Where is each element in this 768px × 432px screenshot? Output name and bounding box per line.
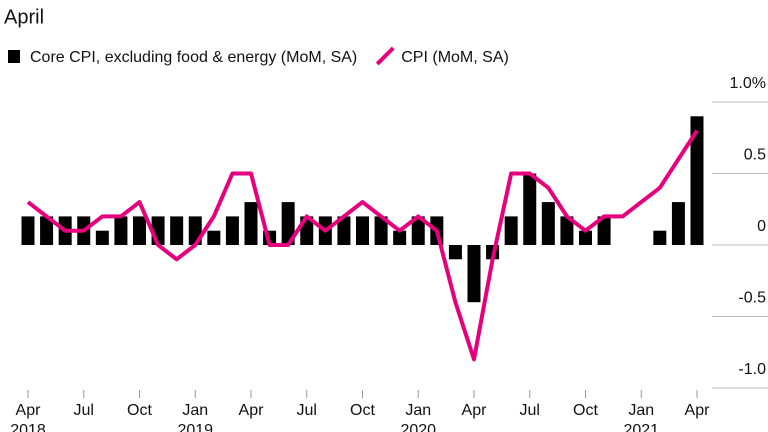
bar: [207, 230, 221, 245]
bar: [597, 216, 611, 245]
x-tick-label: Jul: [297, 402, 317, 419]
bar: [337, 216, 351, 245]
legend-label: CPI (MoM, SA): [401, 49, 509, 66]
bar: [671, 202, 685, 245]
bar: [541, 202, 555, 245]
bar: [411, 216, 425, 245]
bar: [244, 202, 258, 245]
legend-label: Core CPI, excluding food & energy (MoM, …: [30, 49, 357, 66]
bar: [133, 216, 146, 245]
x-tick-label: Jan: [182, 402, 208, 419]
line: [26, 129, 699, 362]
bar: [560, 216, 574, 245]
bar: [523, 173, 537, 245]
bar: [356, 216, 369, 245]
bar: [448, 245, 462, 260]
chart-title: April: [4, 6, 44, 28]
bar: [40, 216, 54, 245]
x-tick-label: Apr: [16, 402, 42, 419]
bar: [504, 216, 518, 245]
x-year-label: 2021: [623, 422, 659, 432]
x-tick-label: Jul: [74, 402, 94, 419]
x-tick-label: Oct: [350, 402, 375, 419]
x-tick-label: Apr: [462, 402, 488, 419]
legend-swatch: [8, 50, 20, 63]
bar: [690, 116, 704, 245]
y-tick-label: -0.5: [738, 290, 766, 307]
x-tick-label: Oct: [127, 402, 152, 419]
x-year-label: 2018: [10, 422, 46, 432]
y-tick-label: -1.0: [738, 361, 766, 378]
bar: [393, 230, 407, 245]
legend-swatch: [375, 46, 395, 66]
x-tick-label: Jan: [405, 402, 431, 419]
x-tick-label: Apr: [685, 402, 711, 419]
bar: [225, 216, 239, 245]
bar: [281, 202, 295, 245]
y-tick-label: 1.0%: [730, 75, 766, 92]
bar: [579, 230, 592, 245]
bar: [114, 216, 128, 245]
legend: Core CPI, excluding food & energy (MoM, …: [8, 46, 509, 66]
bar: [95, 230, 109, 245]
bar: [467, 245, 481, 303]
y-tick-label: 0: [757, 218, 766, 235]
y-tick-label: 0.5: [744, 147, 766, 164]
bar: [21, 216, 35, 245]
x-year-label: 2020: [400, 422, 436, 432]
x-tick-label: Oct: [573, 402, 598, 419]
bar: [170, 216, 184, 245]
bar: [374, 216, 388, 245]
x-tick-label: Apr: [239, 402, 265, 419]
x-year-label: 2019: [177, 422, 213, 432]
x-tick-label: Jan: [628, 402, 654, 419]
bar: [653, 230, 667, 245]
x-tick-label: Jul: [520, 402, 540, 419]
